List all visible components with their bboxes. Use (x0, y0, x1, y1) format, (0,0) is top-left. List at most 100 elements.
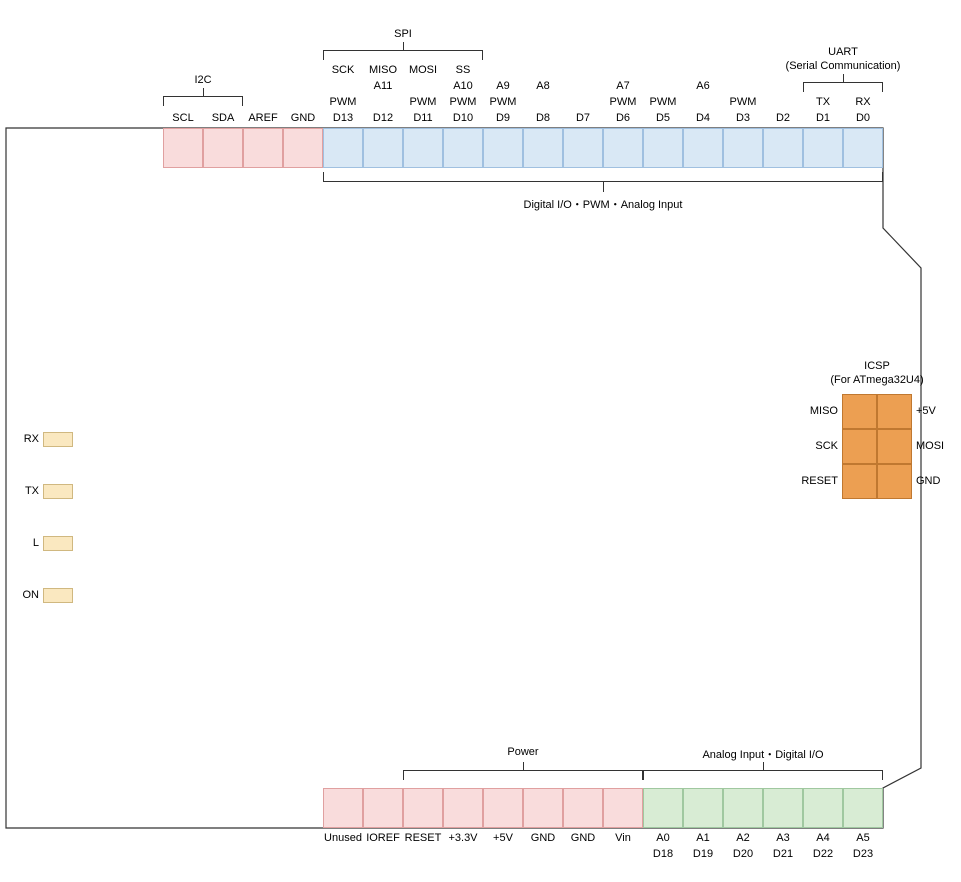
alt-D6: A7 (603, 80, 643, 92)
label-D11: D11 (403, 112, 443, 124)
pin-D9 (483, 128, 523, 168)
pin-SCL (163, 128, 203, 168)
label-D9: D9 (483, 112, 523, 124)
pin-AREF (243, 128, 283, 168)
pin-D5 (643, 128, 683, 168)
bracket-digital: Digital I/O・PWM・Analog Input (503, 196, 703, 212)
spi-D12: MISO (363, 64, 403, 76)
icsp-right-2: GND (916, 475, 961, 487)
pin-A5-13 (843, 788, 883, 828)
label-D8: D8 (523, 112, 563, 124)
bracket-uart-sub: (Serial Communication) (773, 60, 913, 72)
alt-A5: D23 (843, 848, 883, 860)
alt-A1: D19 (683, 848, 723, 860)
pin-D10 (443, 128, 483, 168)
uart-D1: TX (803, 96, 843, 108)
icsp-cell-1-1 (877, 429, 912, 464)
icsp-cell-0-1 (877, 394, 912, 429)
pwm-D10: PWM (443, 96, 483, 108)
alt-D8: A8 (523, 80, 563, 92)
pin-D4 (683, 128, 723, 168)
led-l (43, 536, 73, 551)
alt-D12: A11 (363, 80, 403, 92)
pin-SDA (203, 128, 243, 168)
alt-A3: D21 (763, 848, 803, 860)
pwm-D3: PWM (723, 96, 763, 108)
pin-IOREF-1 (363, 788, 403, 828)
pin-D6 (603, 128, 643, 168)
pin-A3-11 (763, 788, 803, 828)
pin-Unused-0 (323, 788, 363, 828)
label-D5: D5 (643, 112, 683, 124)
pin-Vin-7 (603, 788, 643, 828)
led-rx (43, 432, 73, 447)
alt-D9: A9 (483, 80, 523, 92)
label-GND: GND (283, 112, 323, 124)
icsp-cell-2-1 (877, 464, 912, 499)
pin-+5V-4 (483, 788, 523, 828)
icsp-cell-1-0 (842, 429, 877, 464)
label-D4: D4 (683, 112, 723, 124)
alt-A2: D20 (723, 848, 763, 860)
label-A5-13: A5 (838, 832, 888, 844)
pin-D3 (723, 128, 763, 168)
label-D10: D10 (443, 112, 483, 124)
pin-D8 (523, 128, 563, 168)
pin-A4-12 (803, 788, 843, 828)
icsp-subtitle: (For ATmega32U4) (802, 374, 952, 386)
led-on (43, 588, 73, 603)
label-SDA: SDA (203, 112, 243, 124)
label-D13: D13 (323, 112, 363, 124)
pin-+3.3V-3 (443, 788, 483, 828)
led-label-rx: RX (5, 433, 39, 445)
led-tx (43, 484, 73, 499)
pin-A1-9 (683, 788, 723, 828)
pin-A2-10 (723, 788, 763, 828)
bracket-i2c: I2C (183, 74, 223, 86)
pin-RESET-2 (403, 788, 443, 828)
led-label-tx: TX (5, 485, 39, 497)
icsp-right-1: MOSI (916, 440, 961, 452)
pin-D2 (763, 128, 803, 168)
pin-D0 (843, 128, 883, 168)
label-AREF: AREF (243, 112, 283, 124)
pin-GND (283, 128, 323, 168)
pwm-D11: PWM (403, 96, 443, 108)
label-SCL: SCL (163, 112, 203, 124)
icsp-right-0: +5V (916, 405, 961, 417)
pin-A0-8 (643, 788, 683, 828)
pin-D1 (803, 128, 843, 168)
icsp-left-1: SCK (792, 440, 838, 452)
alt-A4: D22 (803, 848, 843, 860)
pwm-D5: PWM (643, 96, 683, 108)
pin-D12 (363, 128, 403, 168)
icsp-left-0: MISO (792, 405, 838, 417)
icsp-title: ICSP (802, 360, 952, 372)
label-D12: D12 (363, 112, 403, 124)
label-D0: D0 (843, 112, 883, 124)
pin-D7 (563, 128, 603, 168)
uart-D0: RX (843, 96, 883, 108)
pin-GND-5 (523, 788, 563, 828)
label-D1: D1 (803, 112, 843, 124)
spi-D13: SCK (323, 64, 363, 76)
spi-D11: MOSI (403, 64, 443, 76)
bracket-spi: SPI (383, 28, 423, 40)
label-D2: D2 (763, 112, 803, 124)
bracket-analog: Analog Input・Digital I/O (683, 746, 843, 762)
label-D6: D6 (603, 112, 643, 124)
pin-D13 (323, 128, 363, 168)
spi-D10: SS (443, 64, 483, 76)
pwm-D6: PWM (603, 96, 643, 108)
icsp-left-2: RESET (792, 475, 838, 487)
led-label-on: ON (5, 589, 39, 601)
led-label-l: L (5, 537, 39, 549)
label-D7: D7 (563, 112, 603, 124)
bracket-power: Power (493, 746, 553, 758)
alt-D4: A6 (683, 80, 723, 92)
bracket-uart-title: UART (783, 46, 903, 58)
pwm-D9: PWM (483, 96, 523, 108)
pin-D11 (403, 128, 443, 168)
pin-GND-6 (563, 788, 603, 828)
alt-D10: A10 (443, 80, 483, 92)
